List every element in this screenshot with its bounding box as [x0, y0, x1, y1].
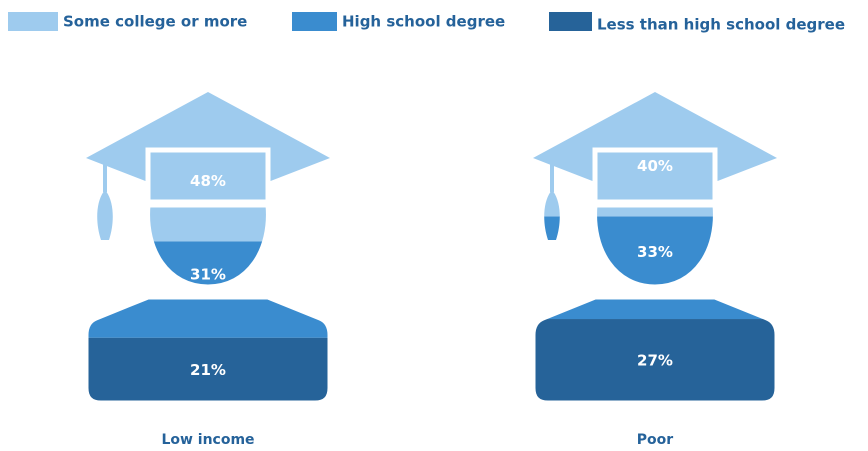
value-label: 27%	[637, 352, 673, 370]
value-label: 31%	[190, 266, 226, 284]
legend-swatch	[549, 12, 592, 31]
value-label: 48%	[190, 172, 226, 190]
value-label: 21%	[190, 361, 226, 379]
outline	[592, 202, 718, 290]
segment	[86, 337, 330, 403]
legend-label: High school degree	[342, 13, 505, 31]
value-label: 33%	[637, 243, 673, 261]
legend-swatch	[8, 12, 58, 31]
outline	[83, 294, 333, 406]
legend-label: Less than high school degree	[597, 16, 845, 34]
outline	[145, 147, 271, 205]
value-label: 40%	[637, 157, 673, 175]
segment	[86, 92, 330, 242]
segment	[533, 216, 777, 320]
segment	[533, 92, 777, 217]
segment	[533, 319, 777, 403]
category-label: Poor	[637, 432, 673, 448]
legend-label: Some college or more	[63, 13, 247, 31]
legend-swatch	[292, 12, 337, 31]
category-label: Low income	[161, 432, 254, 448]
outline	[530, 294, 780, 406]
outline	[145, 202, 271, 290]
figure	[86, 92, 330, 403]
outline	[592, 147, 718, 205]
